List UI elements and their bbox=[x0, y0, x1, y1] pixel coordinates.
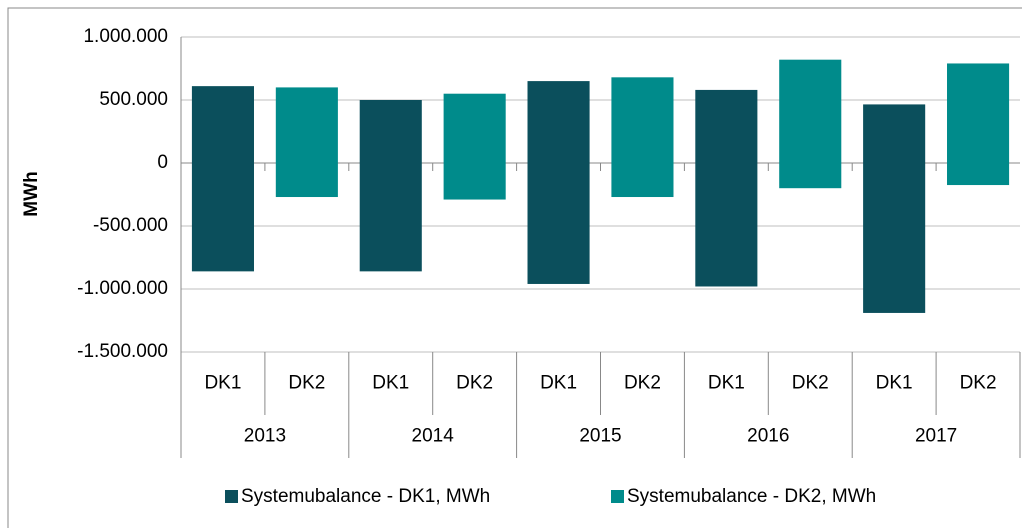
group-label: 2014 bbox=[412, 426, 455, 447]
legend-label: Systemubalance - DK1, MWh bbox=[241, 486, 490, 507]
y-tick-label: 0 bbox=[157, 152, 168, 173]
y-tick-label: 1.000.000 bbox=[83, 26, 168, 47]
y-tick-label: -500.000 bbox=[93, 215, 168, 236]
y-axis-label: MWh bbox=[21, 171, 42, 216]
group-label: 2013 bbox=[244, 426, 286, 447]
x-tick-label: DK2 bbox=[960, 373, 997, 394]
bar bbox=[947, 63, 1010, 186]
chart-border bbox=[7, 7, 1022, 528]
x-tick-label: DK2 bbox=[288, 373, 325, 394]
legend-label: Systemubalance - DK2, MWh bbox=[627, 486, 876, 507]
legend-swatch bbox=[225, 490, 238, 503]
x-tick-label: DK1 bbox=[708, 373, 745, 394]
x-tick-label: DK2 bbox=[792, 373, 829, 394]
x-tick-label: DK1 bbox=[876, 373, 913, 394]
group-label: 2015 bbox=[579, 426, 621, 447]
bar bbox=[779, 59, 842, 189]
y-tick-label: -1.000.000 bbox=[77, 278, 168, 299]
group-label: 2016 bbox=[747, 426, 789, 447]
bar bbox=[527, 81, 590, 284]
bar bbox=[863, 104, 926, 313]
bar bbox=[695, 89, 758, 287]
y-tick-label: 500.000 bbox=[99, 89, 168, 110]
bar bbox=[275, 87, 338, 198]
bar bbox=[359, 100, 422, 272]
bar bbox=[443, 93, 506, 200]
y-tick-label: -1.500.000 bbox=[77, 341, 168, 362]
x-tick-label: DK2 bbox=[624, 373, 661, 394]
x-tick-label: DK1 bbox=[204, 373, 241, 394]
legend-swatch bbox=[611, 490, 624, 503]
x-tick-label: DK2 bbox=[456, 373, 493, 394]
bar bbox=[611, 77, 674, 198]
x-tick-label: DK1 bbox=[540, 373, 577, 394]
x-tick-label: DK1 bbox=[372, 373, 409, 394]
group-label: 2017 bbox=[915, 426, 957, 447]
bar bbox=[191, 86, 254, 272]
